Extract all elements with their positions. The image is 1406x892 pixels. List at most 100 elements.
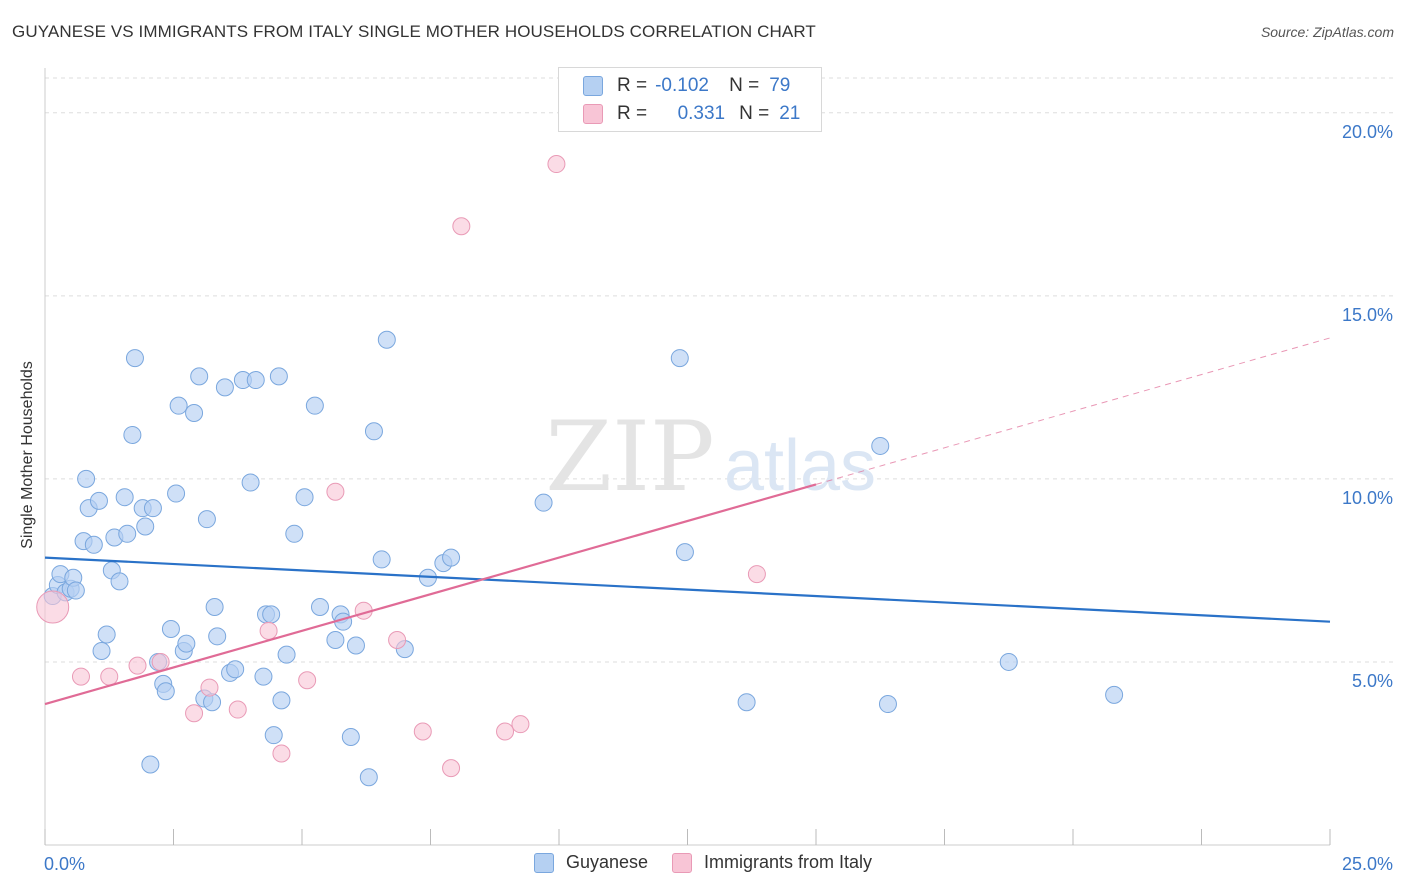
point-guyanese xyxy=(295,488,314,507)
point-guyanese xyxy=(84,535,103,554)
stats-legend: R = -0.102 N = 79 R = 0.331 N = 21 xyxy=(558,67,822,132)
point-guyanese xyxy=(285,524,304,543)
legend-r-label: R = xyxy=(617,103,648,124)
point-guyanese xyxy=(215,378,234,397)
legend-swatch-pink xyxy=(583,104,603,124)
point-italy xyxy=(452,217,471,236)
legend-item-guyanese[interactable]: Guyanese xyxy=(533,852,649,873)
point-guyanese xyxy=(92,641,111,660)
point-guyanese xyxy=(169,396,188,415)
point-italy xyxy=(272,744,291,763)
point-guyanese xyxy=(871,436,890,455)
point-guyanese xyxy=(310,598,329,617)
point-guyanese xyxy=(123,425,142,444)
point-italy xyxy=(151,652,170,671)
legend-item-italy[interactable]: Immigrants from Italy xyxy=(672,852,872,873)
point-guyanese xyxy=(878,695,897,714)
point-guyanese xyxy=(161,619,180,638)
x-tick-label: 0.0% xyxy=(44,854,85,874)
point-guyanese xyxy=(326,630,345,649)
point-guyanese xyxy=(341,727,360,746)
point-guyanese xyxy=(110,572,129,591)
point-guyanese xyxy=(89,491,108,510)
trend-line-guyanese xyxy=(44,556,1331,623)
point-guyanese xyxy=(346,636,365,655)
point-italy xyxy=(100,667,119,686)
trend-line-italy-extension xyxy=(815,337,1331,485)
point-guyanese xyxy=(246,371,265,390)
point-guyanese xyxy=(66,581,85,600)
watermark-atlas: atlas xyxy=(724,426,876,506)
point-italy xyxy=(413,722,432,741)
point-guyanese xyxy=(359,768,378,787)
point-italy xyxy=(71,667,90,686)
point-guyanese xyxy=(364,422,383,441)
legend-label-italy: Immigrants from Italy xyxy=(704,852,873,872)
point-guyanese xyxy=(141,755,160,774)
point-italy xyxy=(747,565,766,584)
legend-n-value: 21 xyxy=(779,103,801,124)
point-italy xyxy=(128,656,147,675)
legend-r-value: 0.331 xyxy=(677,103,726,124)
point-guyanese xyxy=(670,349,689,368)
point-guyanese xyxy=(136,517,155,536)
point-guyanese xyxy=(77,469,96,488)
point-guyanese xyxy=(1105,685,1124,704)
watermark-zip: ZIP xyxy=(545,401,714,513)
watermark: ZIP atlas xyxy=(545,401,876,513)
point-guyanese xyxy=(97,625,116,644)
point-italy xyxy=(511,715,530,734)
point-italy xyxy=(36,590,70,624)
point-guyanese xyxy=(264,726,283,745)
point-italy xyxy=(185,704,204,723)
point-guyanese xyxy=(241,473,260,492)
point-guyanese xyxy=(254,667,273,686)
y-tick-label: 20.0% xyxy=(1342,122,1393,142)
point-guyanese xyxy=(269,367,288,386)
chart-title: GUYANESE VS IMMIGRANTS FROM ITALY SINGLE… xyxy=(12,22,816,41)
source-label: Source: ZipAtlas.com xyxy=(1260,24,1394,40)
axes xyxy=(44,68,1331,846)
y-tick-label: 15.0% xyxy=(1342,305,1393,325)
trend-lines xyxy=(44,337,1331,706)
legend-n-label: N = xyxy=(729,75,760,96)
point-italy xyxy=(298,671,317,690)
legend-r-value: -0.102 xyxy=(655,75,709,96)
point-guyanese xyxy=(442,548,461,567)
point-italy xyxy=(200,678,219,697)
point-guyanese xyxy=(377,330,396,349)
point-guyanese xyxy=(205,598,224,617)
y-tick-label: 5.0% xyxy=(1352,671,1393,691)
point-guyanese xyxy=(208,627,227,646)
point-guyanese xyxy=(277,645,296,664)
point-guyanese xyxy=(115,488,134,507)
point-guyanese xyxy=(143,499,162,518)
legend-row-italy: R = 0.331 N = 21 xyxy=(583,102,800,126)
series-legend: Guyanese Immigrants from Italy xyxy=(0,852,1406,873)
legend-n-label: N = xyxy=(739,103,770,124)
point-guyanese xyxy=(534,493,553,512)
point-guyanese xyxy=(262,605,281,624)
point-guyanese xyxy=(185,403,204,422)
point-guyanese xyxy=(197,510,216,529)
point-guyanese xyxy=(737,693,756,712)
point-italy xyxy=(442,759,461,778)
point-guyanese xyxy=(305,396,324,415)
legend-r-label: R = xyxy=(617,75,648,96)
point-guyanese xyxy=(118,524,137,543)
trend-line-italy xyxy=(44,483,817,706)
point-guyanese xyxy=(372,550,391,569)
legend-n-value: 79 xyxy=(769,75,791,96)
point-italy xyxy=(388,630,407,649)
point-guyanese xyxy=(999,652,1018,671)
point-guyanese xyxy=(177,634,196,653)
legend-label-guyanese: Guyanese xyxy=(565,852,649,872)
legend-swatch-blue xyxy=(583,76,603,96)
point-guyanese xyxy=(226,660,245,679)
grid-lines xyxy=(45,77,1395,663)
y-tick-label: 10.0% xyxy=(1342,488,1393,508)
point-italy xyxy=(547,155,566,174)
point-italy xyxy=(496,722,515,741)
point-italy xyxy=(326,482,345,501)
